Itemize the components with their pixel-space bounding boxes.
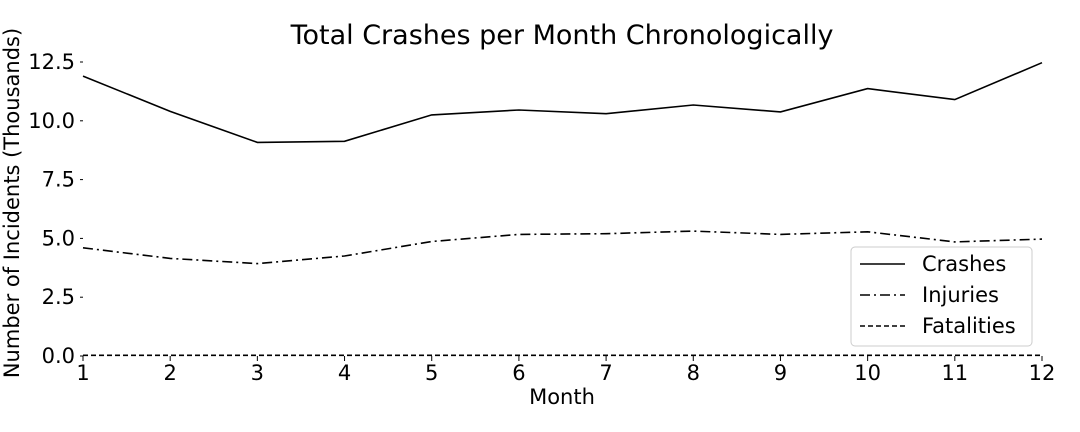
y-tick-label: 7.5	[42, 168, 75, 192]
x-tick-label: 9	[774, 361, 787, 385]
legend-label: Fatalities	[922, 314, 1016, 338]
x-tick-label: 10	[854, 361, 881, 385]
series-line-injuries	[82, 230, 1043, 265]
x-tick-label: 5	[425, 361, 438, 385]
y-tick-label: 0.0	[42, 344, 75, 368]
y-axis-ticks: 0.0 2.5 5.0 7.5 10.0 12.5	[28, 50, 83, 368]
legend: Crashes Injuries Fatalities	[850, 246, 1033, 347]
y-tick-label: 10.0	[28, 109, 75, 133]
x-tick-label: 1	[76, 361, 89, 385]
x-tick-label: 8	[687, 361, 700, 385]
x-tick-label: 4	[338, 361, 351, 385]
y-tick-label: 2.5	[42, 285, 75, 309]
x-tick-label: 2	[163, 361, 176, 385]
series-lines	[82, 61, 1043, 357]
x-axis-label: Month	[529, 385, 595, 409]
y-axis-label: Number of Incidents (Thousands)	[0, 28, 24, 378]
chart-title: Total Crashes per Month Chronologically	[290, 20, 834, 51]
x-tick-label: 6	[512, 361, 525, 385]
legend-box	[850, 246, 1033, 347]
x-tick-label: 7	[599, 361, 612, 385]
y-tick-label: 12.5	[28, 50, 75, 74]
x-tick-label: 3	[251, 361, 264, 385]
legend-label: Injuries	[922, 283, 999, 307]
legend-label: Crashes	[922, 252, 1006, 276]
x-tick-label: 11	[941, 361, 968, 385]
y-tick-label: 5.0	[42, 226, 75, 250]
series-line-crashes	[82, 61, 1043, 144]
x-tick-label: 12	[1029, 361, 1056, 385]
x-axis-ticks: 1 2 3 4 5 6 7 8 9 10 11 12	[76, 356, 1055, 385]
